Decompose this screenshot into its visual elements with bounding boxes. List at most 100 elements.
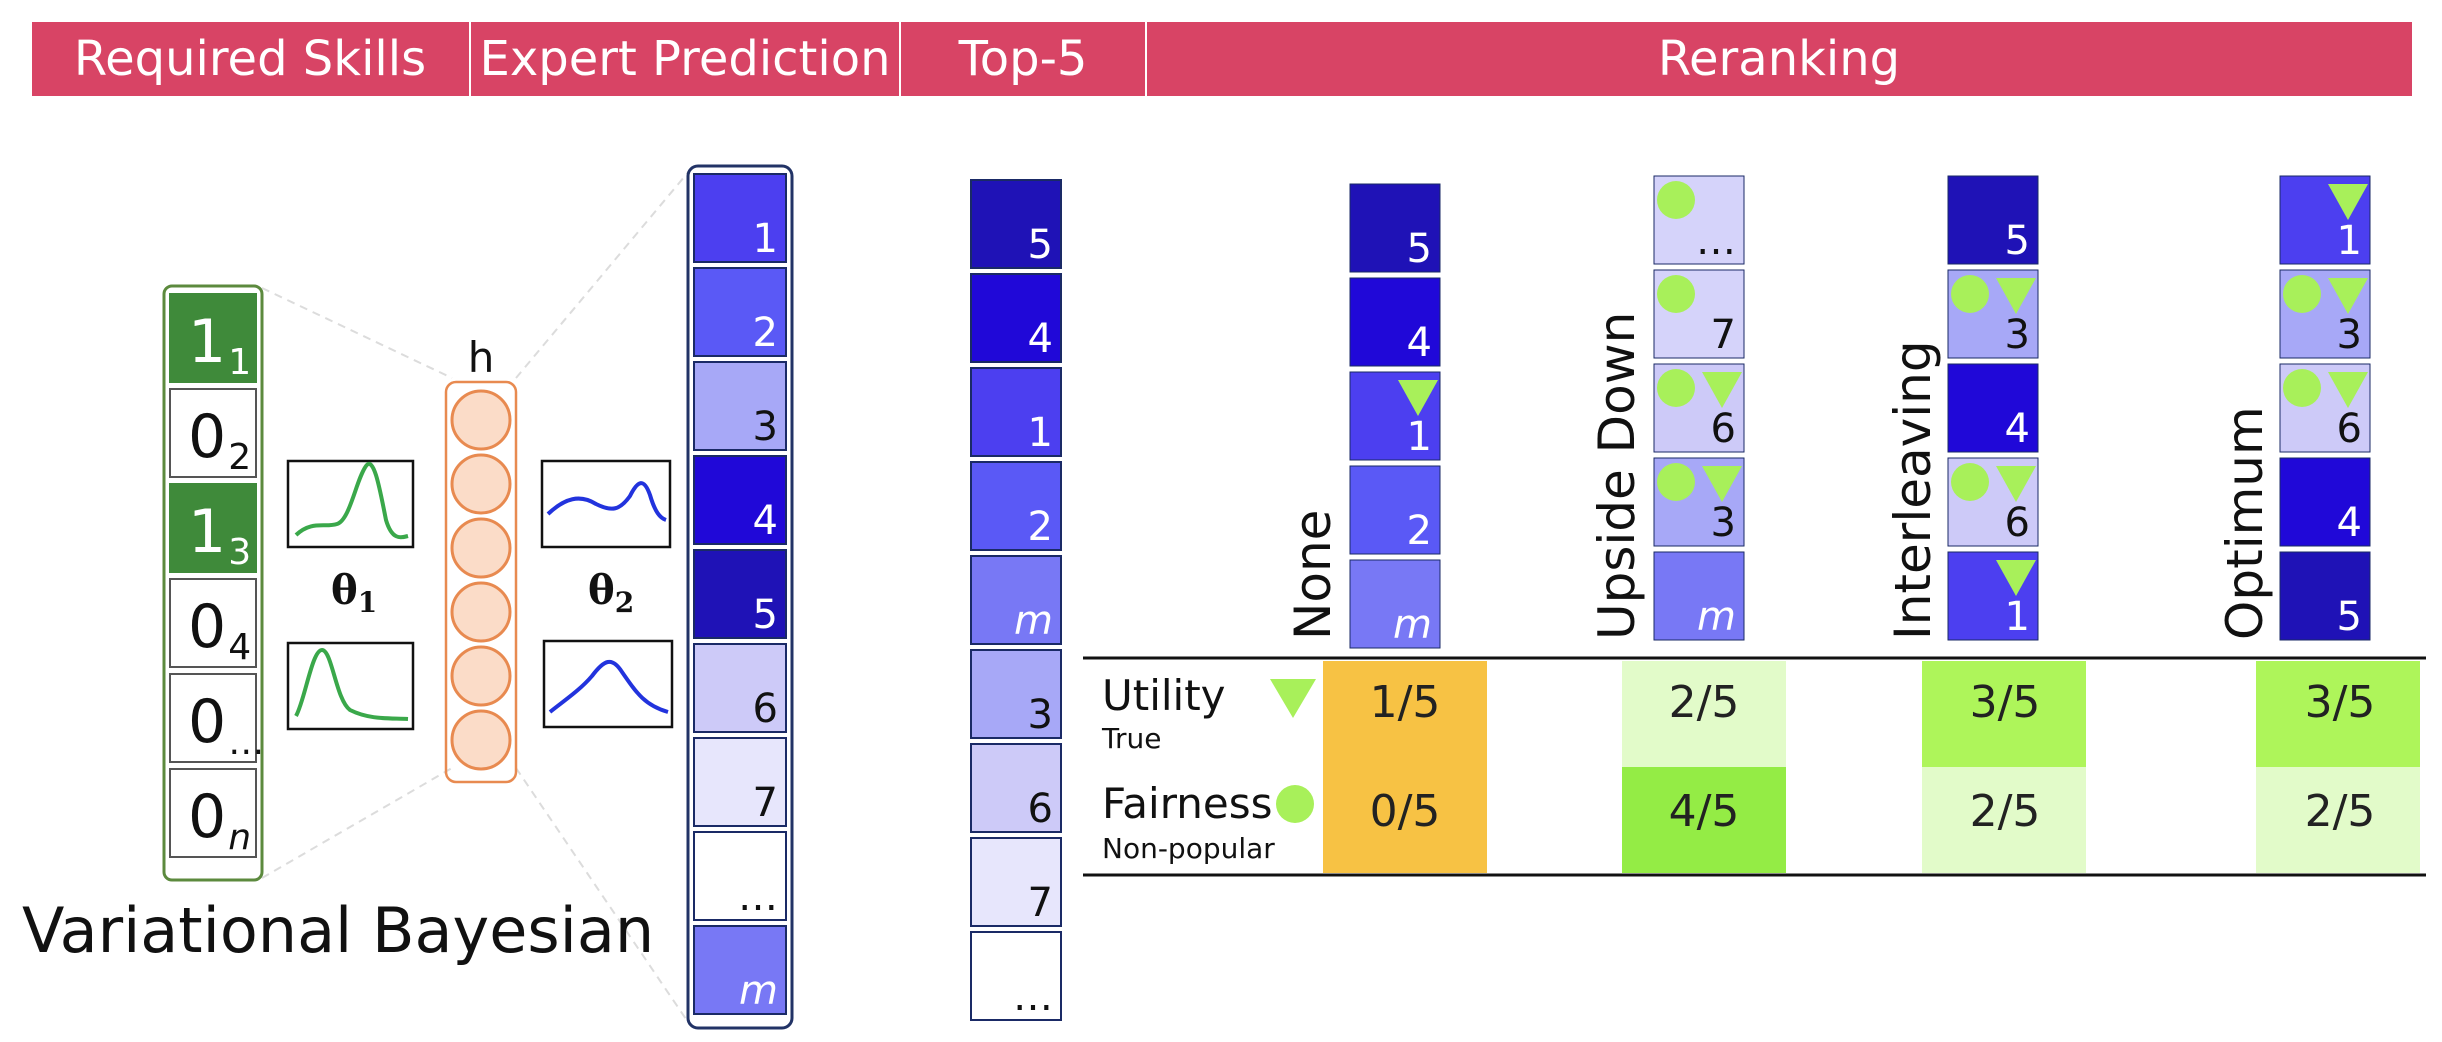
expert-cell: 2 (693, 267, 787, 357)
expert-cell: 6 (693, 643, 787, 733)
utility-value-cell (1922, 661, 2086, 767)
top5-cell: 6 (970, 743, 1062, 833)
rerank-cell-box (1349, 277, 1441, 367)
utility-triangle-icon (1996, 278, 2036, 314)
connector-lines (261, 169, 691, 1026)
skill-cell-value: 11 (188, 307, 251, 383)
skill-cell-box (169, 388, 257, 478)
theta1-curve-bottom-line (294, 647, 409, 721)
top5-cell-box (970, 273, 1062, 363)
rerank-cell-box (1653, 551, 1745, 641)
expert-cell-label: … (738, 874, 778, 920)
theta2-curve-bottom-line (548, 660, 669, 714)
fairness-label: Fairness (1102, 779, 1272, 828)
rerank-cell-label: … (1696, 218, 1736, 264)
utility-triangle-icon (1398, 380, 1438, 416)
reranking-methods: None 5 4 1 2 m Upside Down … 7 6 3 m Interleaving 5 3 4… (1284, 175, 2371, 649)
top5-cell-box (970, 555, 1062, 645)
top5-cell: 3 (970, 649, 1062, 739)
top5-cell-label: 3 (1028, 692, 1053, 738)
utility-value-cell (2256, 661, 2420, 767)
fairness-value-cell (1622, 767, 1786, 873)
method-name: None (1284, 510, 1342, 640)
top5-cell-label: 6 (1028, 786, 1053, 832)
rerank-cell: 2 (1349, 465, 1441, 555)
skill-cell-box (169, 578, 257, 668)
expert-cell-label: 3 (753, 404, 778, 450)
rerank-cell-label: m (1697, 594, 1736, 640)
rerank-cell: 1 (2279, 175, 2371, 265)
fairness-circle-icon (2283, 275, 2321, 313)
hidden-neuron (450, 517, 512, 579)
rerank-cell-label: 5 (2005, 218, 2030, 264)
fairness-circle-icon (1657, 275, 1695, 313)
theta1-distributions: θ1 (286, 459, 415, 731)
skill-cell-box (169, 293, 257, 383)
rerank-cell-box (2279, 551, 2371, 641)
header-cell-required-skills (32, 22, 469, 96)
header-reranking: Reranking (1658, 31, 1900, 87)
skill-digit: 1 (188, 497, 226, 567)
expert-prediction-frame (686, 164, 794, 1030)
hidden-neuron (450, 581, 512, 643)
skill-digit: 0 (188, 402, 226, 472)
rerank-cell-label: 6 (1711, 406, 1736, 452)
fairness-value-cell (1323, 767, 1487, 873)
utility-value: 3/5 (1970, 677, 2041, 728)
rerank-cell-box (2279, 457, 2371, 547)
expert-cell-box (693, 455, 787, 545)
utility-triangle-icon (2328, 372, 2368, 408)
rerank-cell: 3 (1653, 457, 1745, 547)
top5-cell-box (970, 461, 1062, 551)
skill-cell-value: 0n (188, 782, 251, 858)
rerank-cell: m (1653, 551, 1745, 641)
utility-label: Utility (1102, 671, 1226, 720)
expert-cell-label: 4 (753, 498, 778, 544)
skill-cell-box (169, 768, 257, 858)
method-name: Upside Down (1588, 312, 1646, 640)
theta2-distributions: θ2 (540, 459, 674, 729)
expert-cell-label: 2 (753, 310, 778, 356)
metrics-table: Utility True Fairness Non-popular 1/5 0/5… (1083, 656, 2426, 877)
rerank-cell-label: m (1393, 602, 1432, 648)
utility-triangle-icon (1996, 560, 2036, 596)
skill-vector-frame (162, 284, 264, 882)
rerank-cell-label: 7 (1711, 312, 1736, 358)
skill-subscript: 2 (228, 437, 251, 478)
top5-cell: m (970, 555, 1062, 645)
skill-cell: 11 (169, 293, 257, 383)
top5-cell-box (970, 649, 1062, 739)
expert-cell: 7 (693, 737, 787, 827)
rerank-cell-box (1349, 465, 1441, 555)
top5-cell-label: 4 (1028, 316, 1053, 362)
expert-cell-label: 7 (753, 780, 778, 826)
top5-cell-label: … (1013, 974, 1053, 1020)
hidden-neuron (450, 645, 512, 707)
expert-cell: 3 (693, 361, 787, 451)
expert-cell-box (693, 361, 787, 451)
expert-cell: 5 (693, 549, 787, 639)
header-bar: Required Skills Expert Prediction Top-5 … (32, 22, 2412, 96)
rerank-cell-label: 4 (2005, 406, 2030, 452)
expert-cell-label: 1 (753, 216, 778, 262)
rerank-cell-label: 3 (2005, 312, 2030, 358)
rerank-cell: 6 (2279, 363, 2371, 453)
skill-cell: 04 (169, 578, 257, 668)
fairness-value: 4/5 (1669, 786, 1740, 837)
rerank-cell: 6 (1947, 457, 2039, 547)
method-name: Interleaving (1884, 340, 1942, 640)
expert-cell: 4 (693, 455, 787, 545)
method-column: Interleaving 5 3 4 6 1 (1884, 175, 2039, 641)
fairness-value: 0/5 (1370, 786, 1441, 837)
expert-cell-box (693, 549, 787, 639)
skill-subscript: 1 (228, 342, 251, 383)
rerank-cell: 3 (1947, 269, 2039, 359)
expert-cell: 1 (693, 173, 787, 263)
skill-digit: 0 (188, 687, 226, 757)
utility-triangle-icon (1996, 466, 2036, 502)
rerank-cell: 5 (1349, 183, 1441, 273)
rerank-cell-box (1349, 559, 1441, 649)
rerank-cell-label: 1 (1407, 414, 1432, 460)
skill-subscript: … (228, 722, 264, 763)
fairness-circle-icon (1657, 181, 1695, 219)
